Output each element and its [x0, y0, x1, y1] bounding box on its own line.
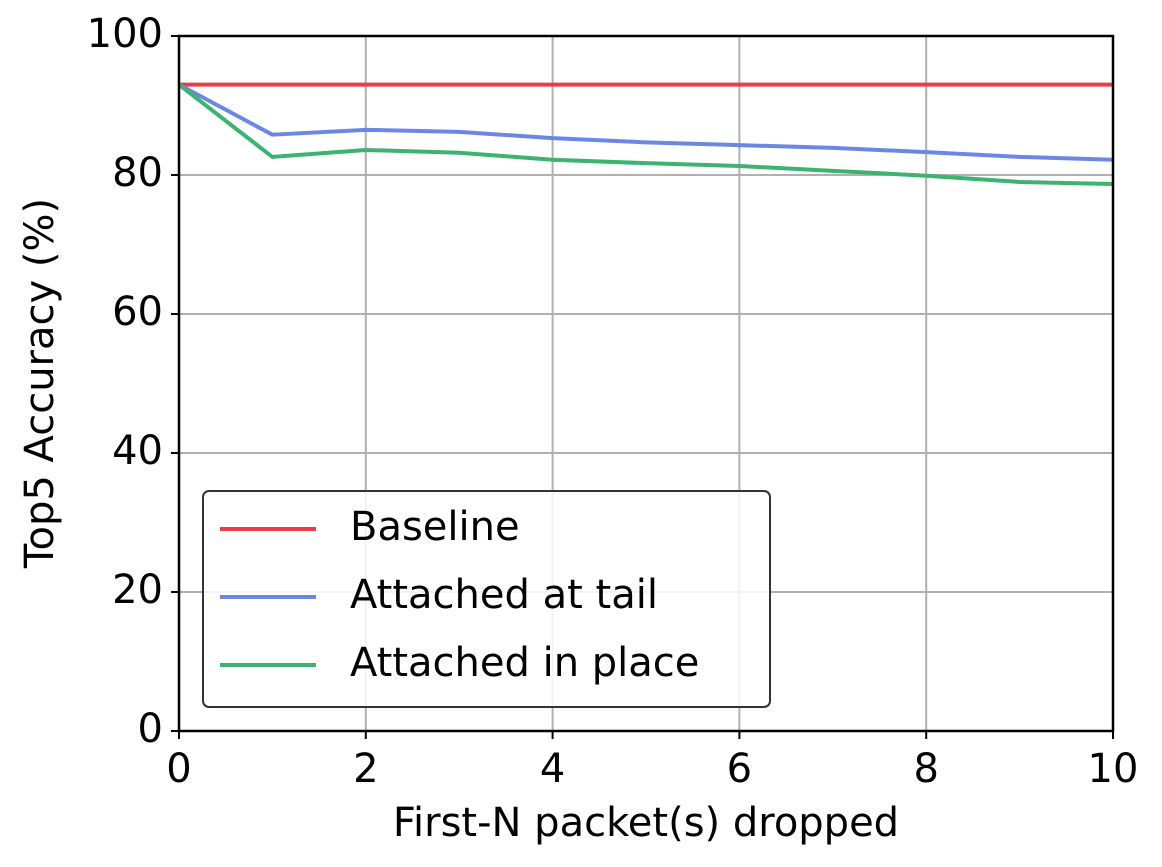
plot-frame: [177, 34, 1115, 733]
y-axis-label: Top5 Accuracy (%): [17, 198, 63, 569]
legend-box: [202, 490, 771, 708]
x-axis-label: First-N packet(s) dropped: [393, 800, 899, 846]
x-tick-label: 2: [353, 746, 378, 792]
lines: [177, 82, 1114, 187]
legend-label: Attached at tail: [350, 572, 658, 618]
y-tick-label: 20: [112, 567, 163, 613]
y-tick-label: 100: [87, 11, 163, 57]
legend-label: Attached in place: [350, 640, 699, 686]
x-tick-label: 0: [166, 746, 191, 792]
y-tick-label: 40: [112, 428, 163, 474]
x-tick-label: 4: [540, 746, 565, 792]
y-tick-label: 80: [112, 150, 163, 196]
legend: Baseline Attached at tail Attached in plac…: [202, 490, 771, 708]
y-tick-label: 0: [138, 706, 163, 752]
x-tick-label: 8: [913, 746, 938, 792]
legend-label: Baseline: [350, 504, 520, 550]
series-line: [178, 82, 1114, 162]
x-tick-label: 6: [727, 746, 752, 792]
x-tick-label: 10: [1088, 746, 1139, 792]
y-tick-label: 60: [112, 289, 163, 335]
series-line: [177, 83, 1114, 187]
